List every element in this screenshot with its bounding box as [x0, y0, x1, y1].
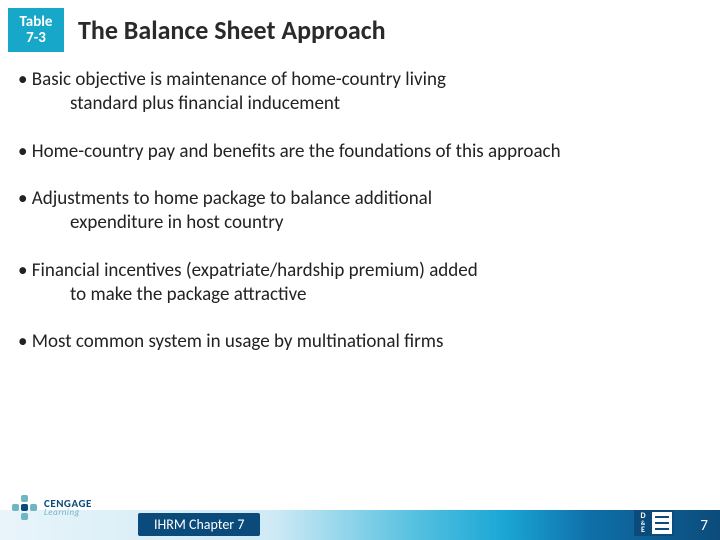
logo-text-bottom: Learning: [44, 509, 92, 517]
de-badge-icon: D&E: [634, 510, 674, 536]
bullet-item: • Home-country pay and benefits are the …: [18, 140, 702, 164]
bullet-text: • Basic objective is maintenance of home…: [18, 68, 702, 92]
table-badge: Table 7-3: [8, 8, 64, 52]
bullet-item: • Basic objective is maintenance of home…: [18, 68, 702, 116]
slide-header: Table 7-3 The Balance Sheet Approach: [0, 0, 720, 58]
bullet-text: • Home-country pay and benefits are the …: [18, 140, 702, 164]
bullet-text: • Financial incentives (expatriate/hards…: [18, 259, 702, 283]
bullet-text-cont: standard plus financial inducement: [18, 92, 702, 116]
bullet-text: • Most common system in usage by multina…: [18, 330, 702, 354]
slide: Table 7-3 The Balance Sheet Approach • B…: [0, 0, 720, 540]
slide-footer: CENGAGE Learning IHRM Chapter 7 D&E 7: [0, 496, 720, 540]
badge-line1: Table: [20, 14, 53, 31]
content-area: • Basic objective is maintenance of home…: [0, 58, 720, 354]
bullet-item: • Financial incentives (expatriate/hards…: [18, 259, 702, 307]
bullet-item: • Adjustments to home package to balance…: [18, 187, 702, 235]
bullet-item: • Most common system in usage by multina…: [18, 330, 702, 354]
bullet-text: • Adjustments to home package to balance…: [18, 187, 702, 211]
bullet-text-cont: to make the package attractive: [18, 283, 702, 307]
logo-mark-icon: [12, 495, 38, 521]
bullet-text-cont: expenditure in host country: [18, 211, 702, 235]
slide-title: The Balance Sheet Approach: [78, 14, 386, 46]
chapter-label: IHRM Chapter 7: [138, 513, 260, 536]
badge-line2: 7-3: [26, 30, 46, 47]
page-number: 7: [700, 517, 708, 535]
cengage-logo: CENGAGE Learning: [12, 488, 122, 528]
logo-text: CENGAGE Learning: [44, 499, 92, 517]
